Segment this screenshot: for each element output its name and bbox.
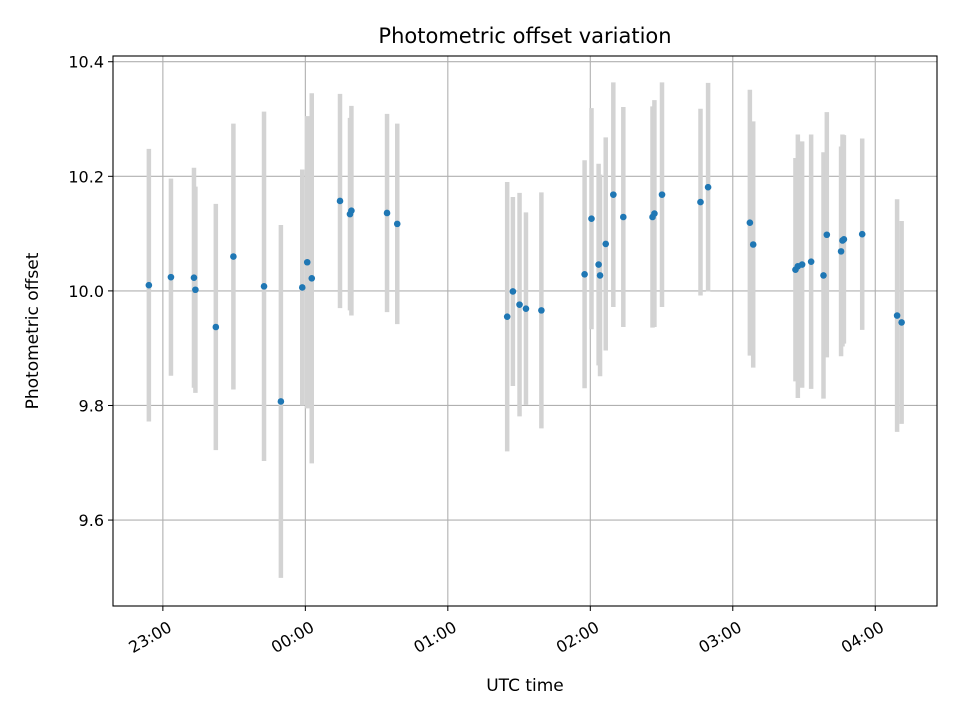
y-tick-label-0: 9.6 — [79, 511, 104, 530]
y-tick-label-4: 10.4 — [68, 53, 104, 72]
data-point-26 — [610, 191, 617, 198]
data-point-32 — [704, 183, 712, 191]
data-point-9 — [303, 258, 311, 266]
data-point-15 — [393, 220, 401, 228]
data-point-45 — [893, 312, 901, 319]
y-axis-label: Photometric offset — [23, 252, 43, 409]
data-point-34 — [749, 241, 757, 248]
data-point-39 — [820, 272, 827, 279]
data-points — [145, 183, 905, 405]
data-point-5 — [230, 253, 237, 260]
data-point-8 — [298, 284, 306, 291]
x-axis-label: UTC time — [486, 676, 564, 696]
data-point-11 — [336, 197, 344, 205]
data-point-29 — [651, 210, 658, 217]
data-point-23 — [595, 261, 602, 268]
data-point-22 — [588, 215, 595, 223]
data-point-4 — [212, 323, 220, 331]
plot-frame — [112, 55, 938, 607]
data-point-14 — [383, 209, 391, 217]
data-point-17 — [509, 288, 517, 295]
data-point-31 — [697, 198, 704, 206]
data-point-37 — [798, 261, 806, 268]
data-point-19 — [522, 305, 530, 312]
data-point-27 — [620, 213, 627, 221]
data-point-0 — [145, 281, 153, 289]
data-point-13 — [348, 207, 355, 214]
data-point-3 — [192, 286, 199, 294]
data-point-38 — [807, 258, 815, 265]
data-point-30 — [658, 191, 666, 198]
y-tick-label-3: 10.2 — [68, 167, 104, 186]
data-point-6 — [260, 283, 268, 290]
data-point-18 — [516, 301, 523, 308]
data-point-40 — [823, 231, 831, 239]
data-point-41 — [837, 248, 845, 255]
data-point-33 — [746, 219, 754, 227]
data-point-2 — [190, 274, 198, 282]
y-tick-label-2: 10.0 — [68, 282, 104, 301]
data-point-1 — [167, 273, 175, 281]
y-tick-label-1: 9.8 — [79, 396, 104, 415]
data-point-43 — [840, 236, 848, 243]
data-point-24 — [596, 272, 604, 279]
chart-title: Photometric offset variation — [378, 24, 671, 48]
data-point-10 — [308, 274, 316, 282]
data-point-7 — [277, 398, 285, 405]
data-point-16 — [503, 313, 511, 320]
data-point-25 — [602, 240, 610, 248]
data-point-46 — [898, 319, 905, 326]
data-point-44 — [858, 230, 866, 238]
data-point-20 — [538, 307, 545, 314]
data-point-21 — [581, 270, 588, 278]
